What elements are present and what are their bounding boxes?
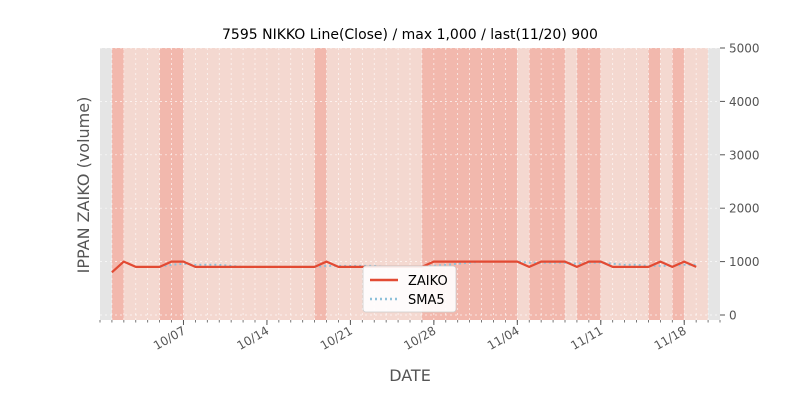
background-band <box>648 48 661 320</box>
y-tick-label: 3000 <box>729 148 760 162</box>
x-tick-label: 10/07 <box>151 323 188 352</box>
y-tick-label: 0 <box>729 309 737 323</box>
background-band <box>183 48 315 320</box>
background-band <box>314 48 327 320</box>
legend-label-zaiko: ZAIKO <box>408 274 448 289</box>
x-tick-label: 11/18 <box>652 323 689 352</box>
x-tick-label: 10/28 <box>401 323 438 352</box>
background-band <box>111 48 124 320</box>
x-tick-label: 10/14 <box>234 323 271 352</box>
grid-lines <box>100 47 720 320</box>
y-tick-label: 2000 <box>729 202 760 216</box>
y-axis-label: IPPAN ZAIKO (volume) <box>74 97 93 274</box>
background-band <box>100 48 112 320</box>
x-tick-label: 11/11 <box>568 323 605 352</box>
legend: ZAIKO SMA5 <box>362 265 457 313</box>
background-band <box>672 48 685 320</box>
legend-box <box>362 265 457 313</box>
y-tick-label: 5000 <box>729 42 760 56</box>
y-tick-label: 4000 <box>729 95 760 109</box>
background-band <box>529 48 565 320</box>
background-band <box>517 48 530 320</box>
x-tick-label: 11/04 <box>485 323 522 352</box>
x-axis-label: DATE <box>389 366 431 385</box>
x-tick-label: 10/21 <box>318 323 355 352</box>
background-band <box>123 48 160 320</box>
background-band <box>708 48 720 320</box>
chart-title: 7595 NIKKO Line(Close) / max 1,000 / las… <box>222 27 598 43</box>
legend-label-sma5: SMA5 <box>408 293 445 308</box>
background-band <box>565 48 577 320</box>
y-tick-label: 1000 <box>729 255 760 269</box>
background-band <box>660 48 673 320</box>
